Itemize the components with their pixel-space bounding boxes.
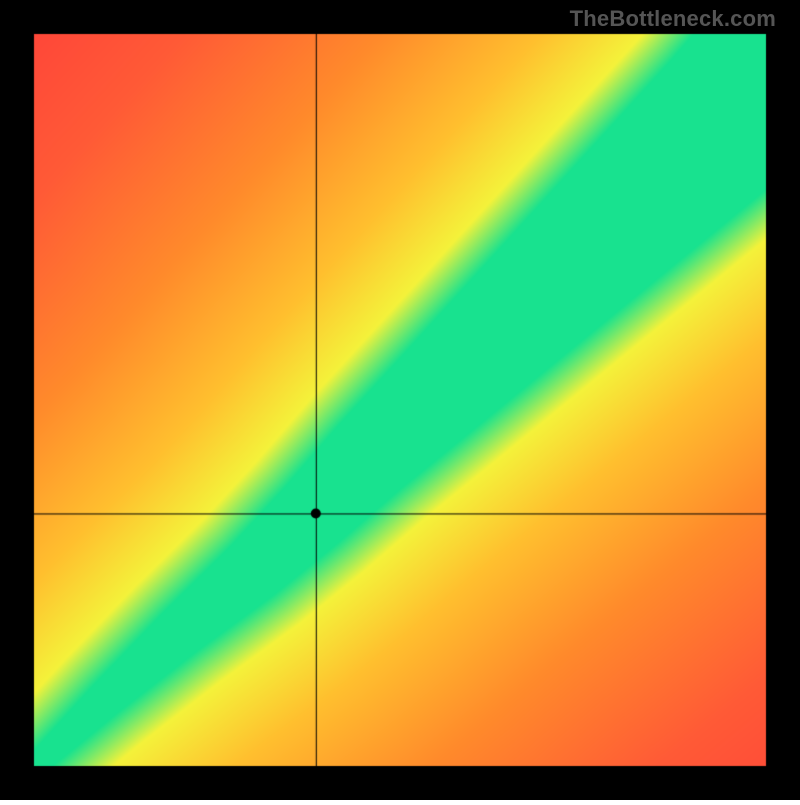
heatmap-canvas <box>0 0 800 800</box>
bottleneck-heatmap: TheBottleneck.com <box>0 0 800 800</box>
watermark-text: TheBottleneck.com <box>570 6 776 32</box>
